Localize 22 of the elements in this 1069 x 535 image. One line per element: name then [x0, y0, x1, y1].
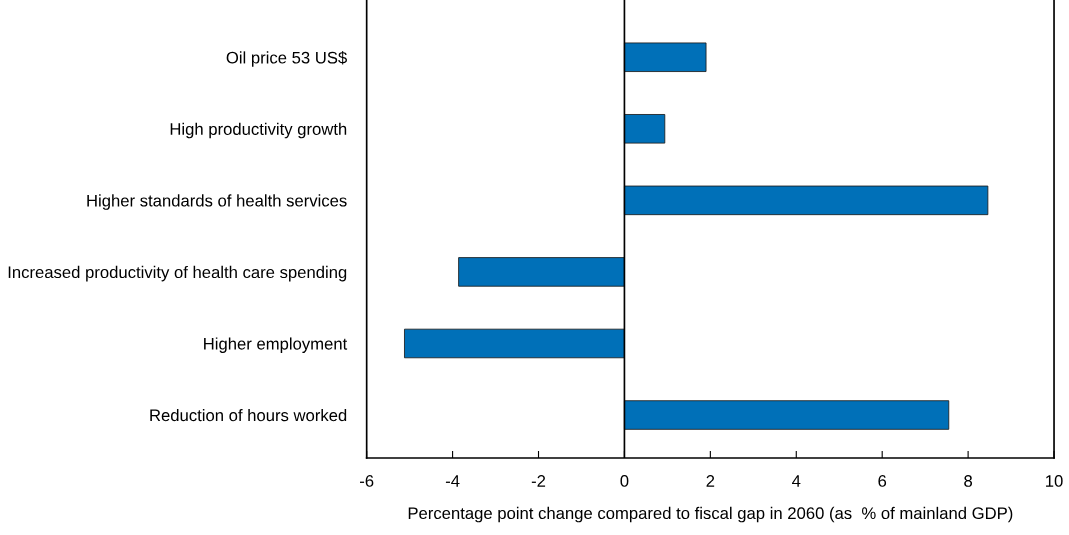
x-tick-label: -6: [360, 475, 374, 487]
x-tick-label: 2: [706, 475, 715, 487]
bar: [624, 400, 950, 430]
bar: [404, 328, 625, 359]
y-tick-label: High productivity growth: [170, 122, 347, 139]
x-tick-label: 6: [878, 475, 887, 487]
y-tick-label: Reduction of hours worked: [150, 408, 347, 422]
bar: [458, 257, 625, 287]
y-tick-label: Oil price 53 US$: [226, 51, 347, 67]
bar: [624, 42, 707, 72]
x-tick-label: 0: [620, 475, 629, 487]
x-tick-label: 4: [792, 475, 801, 487]
bar: [624, 185, 989, 216]
x-tick-label: -4: [445, 475, 460, 487]
x-axis-title: Percentage point change compared to fiscal gap in 2060 (as % of mainland GDP): [408, 506, 1013, 523]
x-tick-label: 8: [964, 475, 973, 487]
y-tick-label: Increased productivity of health care spending: [8, 265, 347, 282]
y-tick-label: Higher standards of health services: [87, 194, 347, 210]
x-tick-label: -2: [531, 475, 546, 487]
bar: [624, 114, 666, 144]
x-tick-label: 10: [1046, 475, 1063, 487]
y-tick-label: Higher employment: [204, 337, 348, 353]
